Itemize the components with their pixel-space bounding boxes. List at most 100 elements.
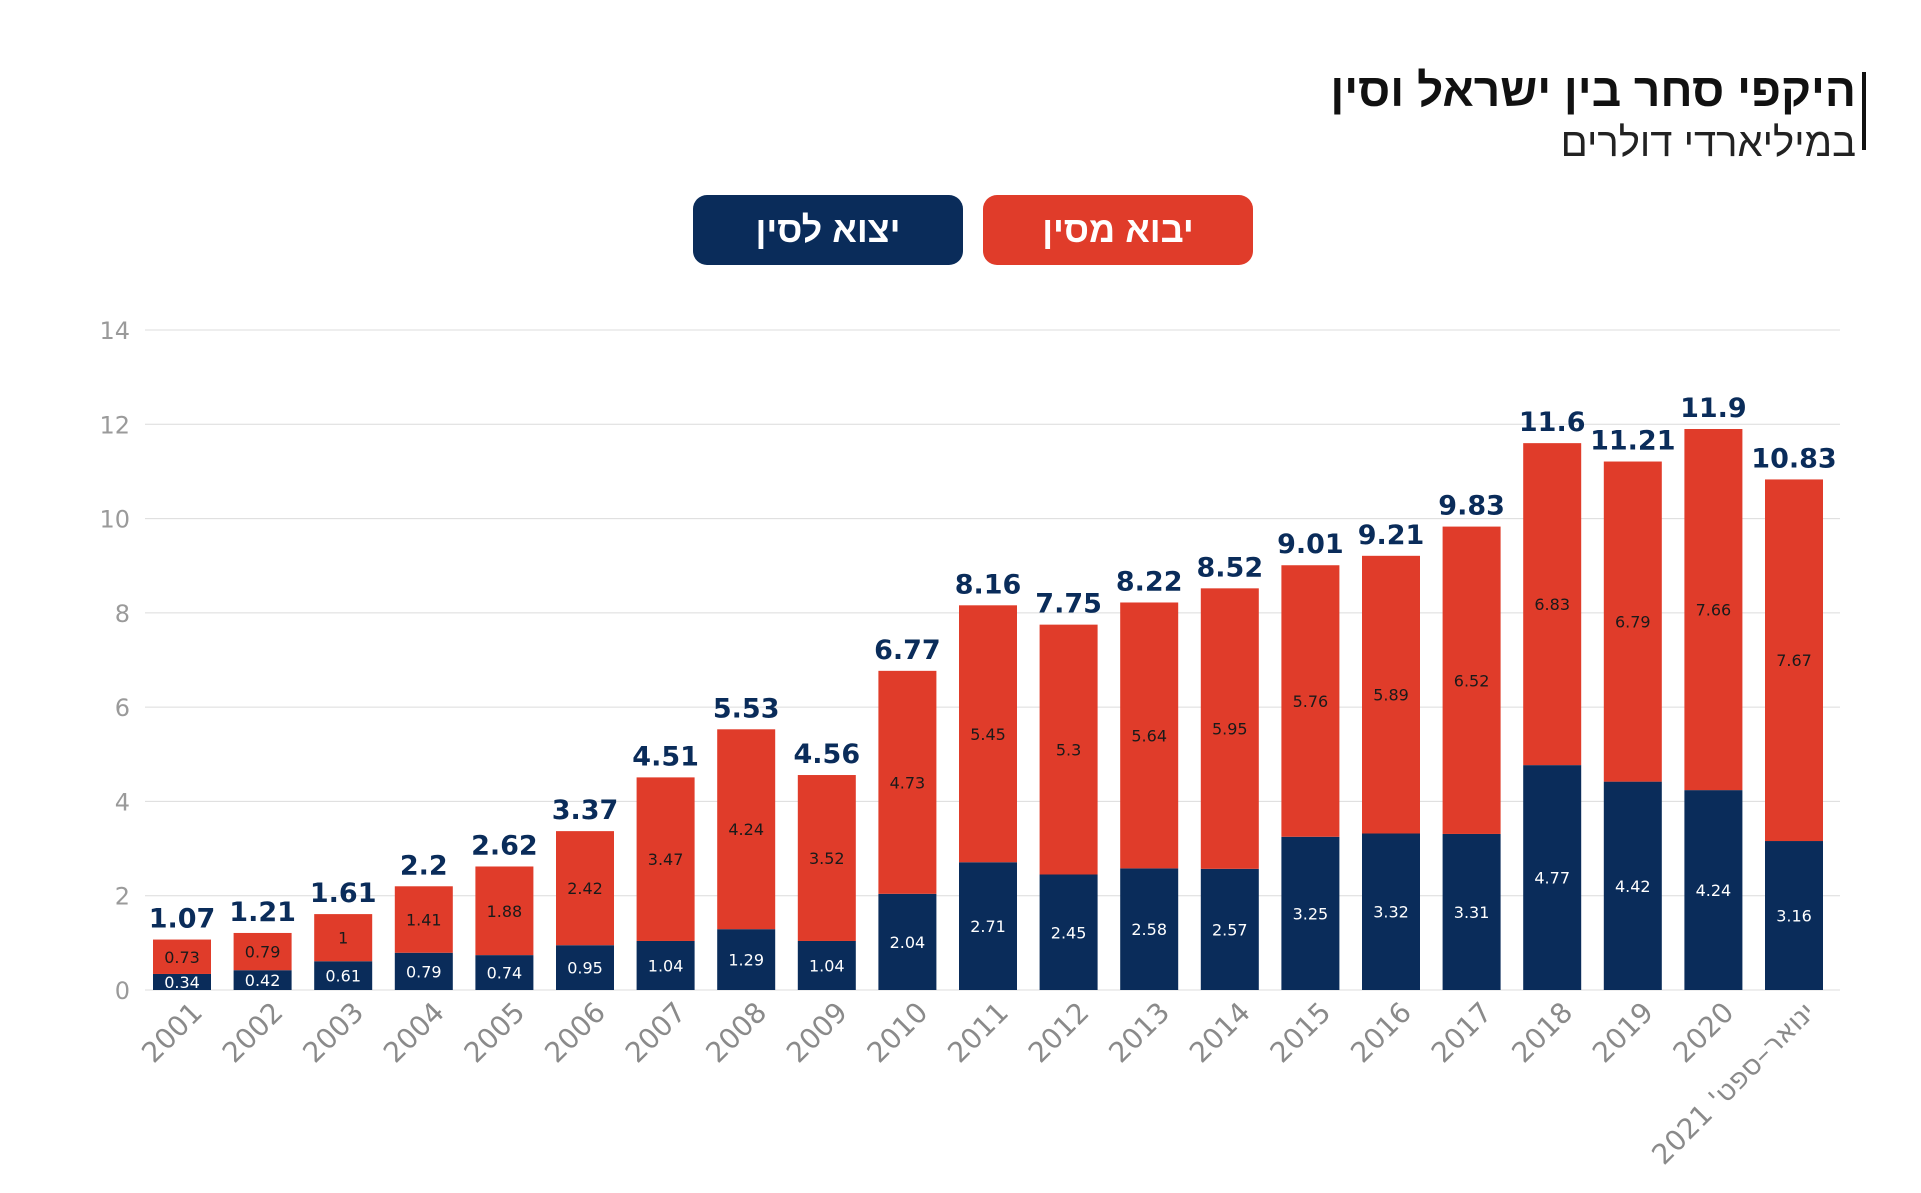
total-value-label: 1.07 — [149, 904, 216, 935]
bar-imports — [636, 777, 695, 941]
x-tick-label: 2006 — [538, 996, 612, 1070]
imports-value-label: 5.3 — [1056, 741, 1081, 760]
exports-value-label: 0.79 — [406, 962, 442, 981]
imports-value-label: 6.52 — [1454, 671, 1490, 690]
bar-exports — [556, 945, 614, 990]
x-tick-label: 2004 — [377, 996, 451, 1070]
imports-value-label: 5.95 — [1212, 720, 1248, 739]
total-value-label: 8.16 — [955, 569, 1022, 600]
y-tick-label: 8 — [115, 600, 130, 628]
x-tick-label: 2008 — [699, 996, 773, 1070]
imports-value-label: 2.42 — [567, 879, 603, 898]
exports-value-label: 3.25 — [1293, 904, 1329, 923]
x-tick-label: 2003 — [296, 996, 370, 1070]
total-value-label: 7.75 — [1035, 589, 1102, 620]
exports-value-label: 0.74 — [487, 964, 523, 983]
bar-imports — [878, 670, 937, 894]
x-tick-label: 2010 — [861, 996, 935, 1070]
bar-imports — [1362, 555, 1420, 834]
x-tick-label: 2015 — [1264, 996, 1338, 1070]
total-value-label: 11.6 — [1519, 407, 1586, 438]
bar-exports — [717, 929, 776, 990]
legend-imports-button[interactable]: יבוא מסין — [983, 195, 1253, 265]
imports-value-label: 6.83 — [1534, 595, 1570, 614]
imports-value-label: 5.64 — [1131, 726, 1167, 745]
exports-value-label: 0.42 — [245, 971, 281, 990]
total-value-label: 1.61 — [310, 878, 377, 909]
exports-value-label: 2.04 — [890, 933, 926, 952]
bar-exports — [959, 862, 1017, 990]
bar-imports — [1200, 588, 1259, 869]
bar-exports — [797, 940, 856, 990]
imports-value-label: 4.24 — [728, 820, 764, 839]
total-value-label: 9.01 — [1277, 529, 1344, 560]
total-value-label: 4.51 — [632, 741, 699, 772]
exports-value-label: 1.29 — [728, 951, 764, 970]
bar-imports — [797, 775, 856, 941]
x-tick-label: 2013 — [1102, 996, 1176, 1070]
exports-value-label: 4.42 — [1615, 877, 1651, 896]
imports-value-label: 5.45 — [970, 725, 1006, 744]
total-value-label: 9.21 — [1358, 520, 1425, 551]
bar-imports — [1039, 624, 1098, 875]
y-tick-label: 12 — [99, 411, 130, 439]
bar-imports — [1684, 429, 1743, 791]
total-value-label: 1.21 — [229, 897, 296, 928]
bar-exports — [1523, 765, 1582, 990]
total-value-label: 5.53 — [713, 693, 780, 724]
x-tick-label: 2012 — [1022, 996, 1096, 1070]
bar-exports — [636, 940, 695, 990]
imports-value-label: 0.79 — [245, 943, 281, 962]
exports-value-label: 1.04 — [809, 956, 845, 975]
title-accent-bar — [1862, 72, 1866, 150]
chart-title: היקפי סחר בין ישראל וסין — [1330, 64, 1856, 116]
imports-value-label: 3.52 — [809, 849, 845, 868]
bar-imports — [394, 886, 453, 953]
x-tick-label: 2018 — [1505, 996, 1579, 1070]
imports-value-label: 7.66 — [1696, 601, 1732, 620]
bar-exports — [475, 955, 534, 990]
bar-exports — [314, 961, 373, 990]
bar-imports — [1603, 461, 1662, 782]
total-value-label: 9.83 — [1438, 491, 1505, 522]
bar-imports — [556, 831, 614, 946]
bar-exports — [153, 973, 211, 990]
total-value-label: 11.9 — [1680, 393, 1747, 424]
bar-exports — [233, 970, 292, 990]
y-tick-label: 14 — [99, 317, 130, 345]
title-block: היקפי סחר בין ישראל וסין במיליארדי דולרי… — [1330, 62, 1856, 168]
exports-value-label: 2.71 — [970, 917, 1006, 936]
bar-exports — [1120, 868, 1179, 990]
chart-subtitle: במיליארדי דולרים — [1560, 121, 1856, 165]
bar-exports — [1039, 874, 1098, 990]
bar-imports — [233, 932, 292, 971]
bar-imports — [1281, 565, 1340, 837]
x-tick-label: 2014 — [1183, 996, 1257, 1070]
imports-value-label: 3.47 — [648, 850, 684, 869]
bar-imports — [1120, 602, 1179, 869]
x-tick-label: 2002 — [216, 996, 290, 1070]
exports-value-label: 2.45 — [1051, 923, 1087, 942]
bar-imports — [1765, 479, 1823, 842]
exports-value-label: 4.77 — [1534, 869, 1570, 888]
imports-value-label: 6.79 — [1615, 613, 1651, 632]
bar-exports — [878, 893, 937, 990]
bar-imports — [959, 605, 1017, 863]
bar-exports — [1281, 836, 1340, 990]
x-tick-label: 2009 — [780, 996, 854, 1070]
legend-exports-button[interactable]: יצוא לסין — [693, 195, 963, 265]
bar-exports — [394, 952, 453, 990]
exports-value-label: 2.58 — [1131, 920, 1167, 939]
bar-imports — [153, 939, 211, 974]
imports-value-label: 1.41 — [406, 911, 442, 930]
imports-value-label: 4.73 — [890, 773, 926, 792]
bar-imports — [1442, 526, 1501, 834]
x-tick-label: 2017 — [1425, 996, 1499, 1070]
exports-value-label: 3.32 — [1373, 903, 1409, 922]
imports-value-label: 5.76 — [1293, 692, 1329, 711]
exports-value-label: 0.95 — [567, 959, 603, 978]
imports-value-label: 1.88 — [487, 902, 523, 921]
total-value-label: 3.37 — [552, 795, 619, 826]
total-value-label: 8.52 — [1196, 552, 1263, 583]
exports-value-label: 1.04 — [648, 956, 684, 975]
